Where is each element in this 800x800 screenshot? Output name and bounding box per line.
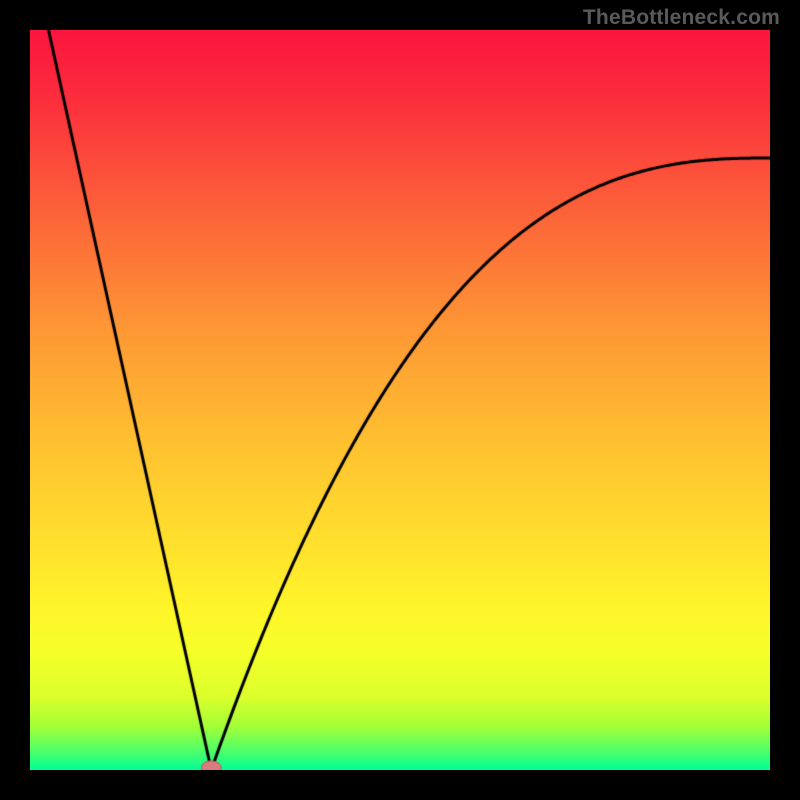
outer-black-frame: TheBottleneck.com	[0, 0, 800, 800]
plot-area	[30, 30, 770, 770]
chart-canvas	[30, 30, 770, 770]
watermark-text: TheBottleneck.com	[583, 6, 780, 30]
